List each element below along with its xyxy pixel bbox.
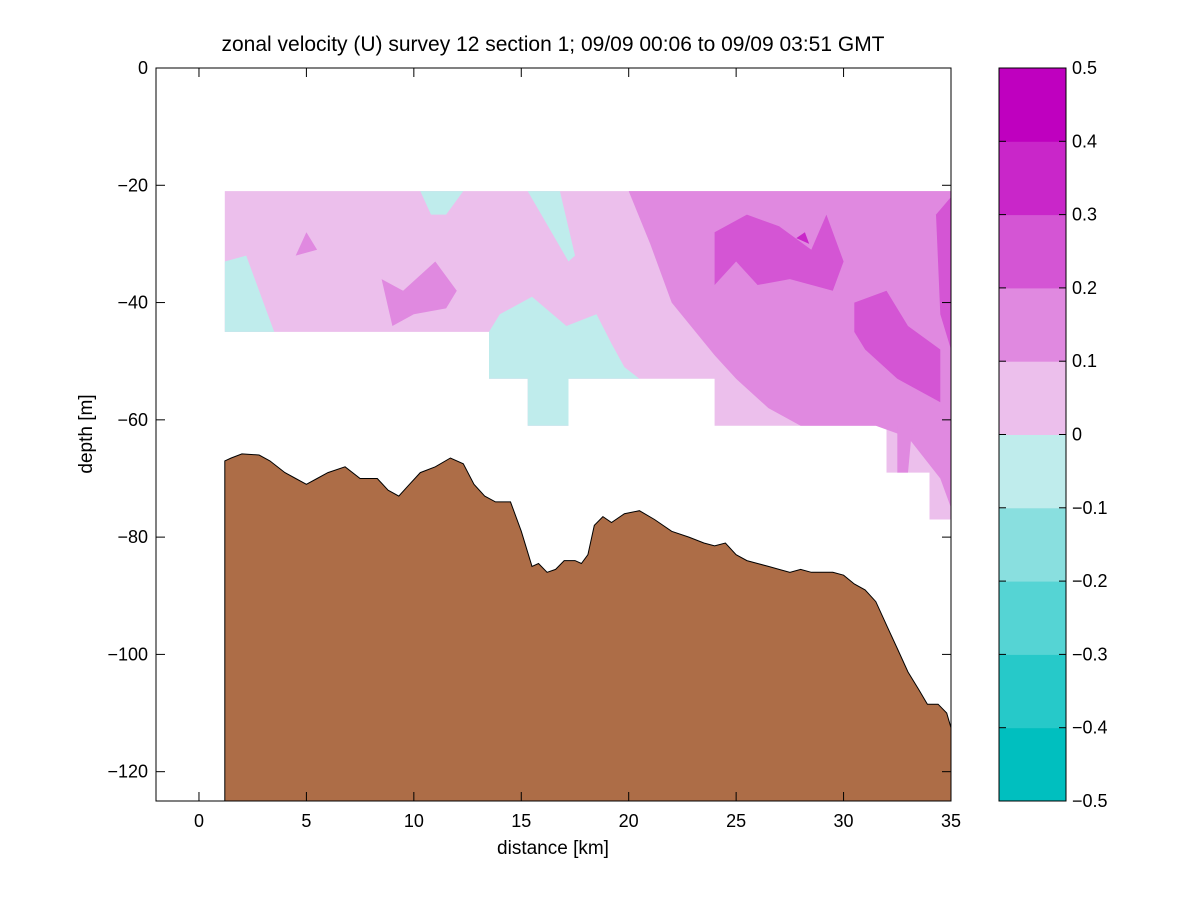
colorbar-tick-label: −0.2 (1072, 571, 1108, 591)
x-tick-label: 5 (301, 811, 311, 831)
colorbar-tick-label: −0.1 (1072, 498, 1108, 518)
plot-frame (155, 67, 952, 802)
velocity-region-7 (295, 232, 318, 256)
y-tick-label: −40 (117, 293, 148, 313)
colorbar-tick-label: 0.5 (1072, 58, 1097, 78)
colorbar-tick-label: −0.3 (1072, 644, 1108, 664)
x-axis-label: distance [km] (497, 838, 609, 859)
colorbar (998, 67, 1067, 802)
x-tick-label: 10 (404, 811, 424, 831)
colorbar-band (999, 654, 1066, 729)
y-axis-label: depth [m] (76, 394, 97, 473)
bathymetry-layer (224, 453, 952, 802)
velocity-region-3 (527, 191, 575, 262)
chart-title: zonal velocity (U) survey 12 section 1; … (221, 33, 884, 56)
velocity-region-5 (628, 191, 951, 508)
x-tick-label: 25 (726, 811, 746, 831)
x-tick-label: 30 (834, 811, 854, 831)
velocity-region-4 (489, 296, 640, 426)
colorbar-tick-label: 0.3 (1072, 205, 1097, 225)
colorbar-band (999, 361, 1066, 435)
y-tick-label: −20 (117, 175, 148, 195)
x-tick-label: 20 (619, 811, 639, 831)
colorbar-tick-label: 0.4 (1072, 131, 1097, 151)
colorbar-ticks: 0.5 0.4 0.3 0.2 0.1 0 −0.1 −0.2 −0.3 −0.4 −0.5 (999, 58, 1108, 811)
x-tick-label: 15 (511, 811, 531, 831)
x-tick-label: 35 (941, 811, 961, 831)
velocity-region-2 (420, 191, 464, 215)
colorbar-tick-label: 0 (1072, 425, 1082, 445)
y-axis: 0 −20 −40 −60 −80 −100 −120 (107, 58, 951, 782)
x-tick-label: 0 (194, 811, 204, 831)
x-axis: 0 5 10 15 20 25 30 35 (194, 68, 961, 831)
velocity-region-12 (796, 232, 810, 244)
velocity-region-10 (854, 290, 941, 403)
y-tick-label: −120 (107, 762, 148, 782)
colorbar-band (999, 287, 1066, 362)
y-tick-label: −100 (107, 644, 148, 664)
colorbar-band (999, 141, 1066, 216)
colorbar-band (999, 68, 1066, 142)
colorbar-band (999, 434, 1066, 509)
colorbar-band (999, 507, 1066, 582)
colorbar-band (999, 581, 1066, 655)
y-tick-label: 0 (138, 58, 148, 78)
velocity-region-11 (936, 197, 951, 350)
colorbar-tick-label: −0.4 (1072, 718, 1108, 738)
colorbar-tick-label: −0.5 (1072, 791, 1108, 811)
velocity-region-6 (381, 261, 457, 326)
velocity-region-9 (714, 214, 844, 291)
y-tick-label: −60 (117, 410, 148, 430)
velocity-region-1 (224, 255, 275, 332)
velocity-contour-layer (224, 191, 952, 567)
colorbar-band (999, 727, 1066, 802)
colorbar-tick-label: 0.1 (1072, 351, 1097, 371)
colorbar-band (999, 214, 1066, 289)
seafloor (224, 453, 952, 802)
velocity-region-8 (897, 425, 913, 473)
y-tick-label: −80 (117, 527, 148, 547)
colorbar-tick-label: 0.2 (1072, 278, 1097, 298)
